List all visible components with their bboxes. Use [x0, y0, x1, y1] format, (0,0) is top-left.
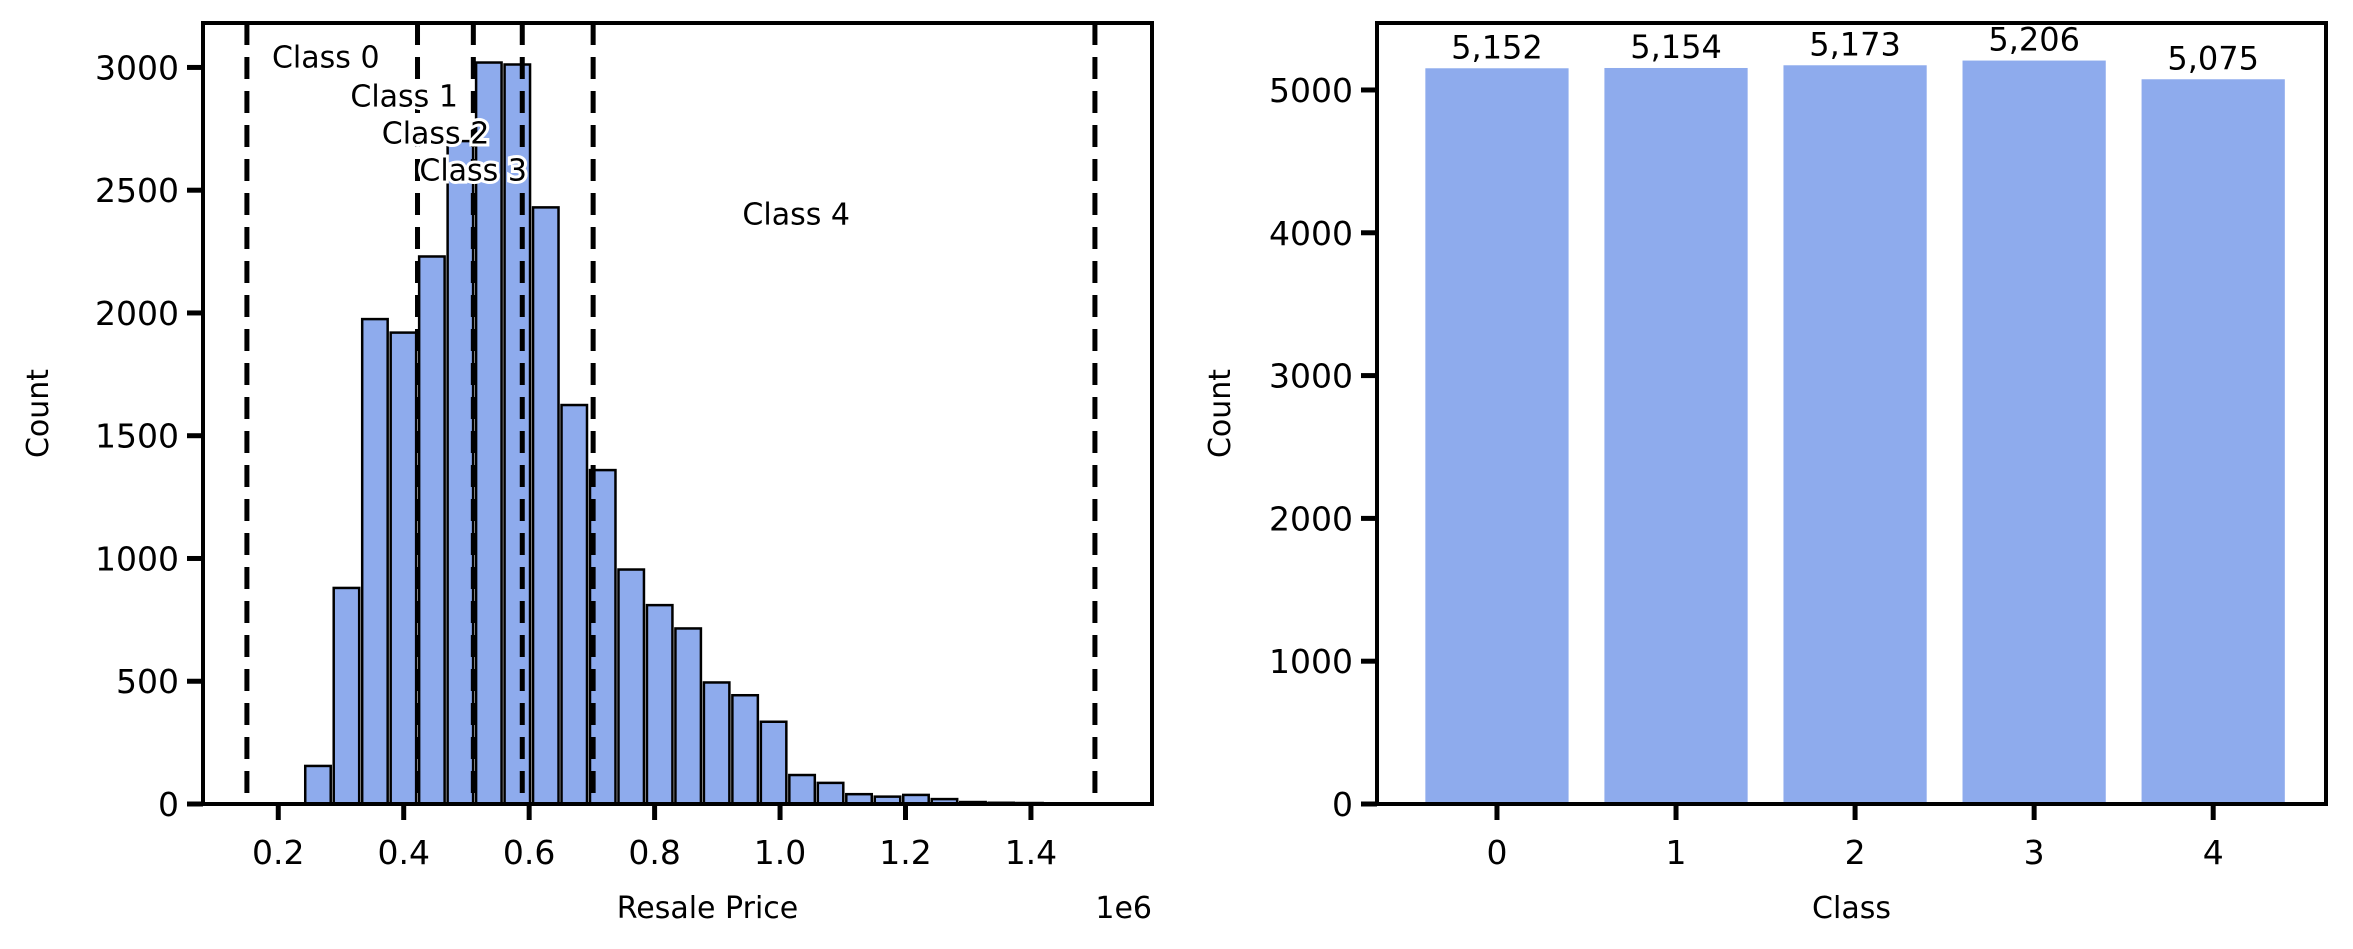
histogram-bar [617, 568, 646, 806]
histogram-bar [417, 255, 446, 806]
y-tick-label: 0 [158, 785, 179, 824]
class-annotation: Class 1 [350, 80, 458, 115]
class-bar [2141, 79, 2285, 804]
class-bar [1604, 67, 1748, 805]
bar-value-label: 5,075 [2167, 39, 2259, 77]
histogram-bar [531, 206, 560, 806]
histogram-bar [788, 773, 817, 806]
x-tick-label: 2 [1845, 833, 1866, 872]
x-tick-label: 4 [2203, 833, 2224, 872]
x-tick-label: 0.4 [377, 833, 429, 872]
histogram-bar [702, 681, 731, 806]
y-axis-label: Count [1203, 369, 1238, 458]
y-tick-label: 1000 [95, 539, 179, 578]
y-tick-label: 1000 [1269, 642, 1353, 681]
y-tick-label: 0 [1332, 785, 1353, 824]
y-tick-label: 3000 [1269, 357, 1353, 396]
axes-frame [1375, 21, 2328, 806]
y-tick-label: 3000 [95, 48, 179, 87]
histogram-bar [446, 139, 475, 806]
class-count-chart: 5,152 5,154 5,173 5,206 5,075 0 1 2 3 4 0 1000 2000 3… [1203, 21, 2328, 926]
bar-value-label: 5,206 [1988, 21, 2080, 59]
x-tick-label: 1.0 [754, 833, 806, 872]
class-annotation: Class 3 [419, 153, 527, 188]
x-tick-label: 0.2 [252, 833, 304, 872]
x-axis-label: Class [1812, 891, 1891, 926]
class-bar [1783, 65, 1927, 804]
histogram-bar [645, 603, 674, 806]
class-annotation: Class 4 [742, 198, 850, 233]
histogram-bar [674, 627, 703, 806]
x-tick-label: 0.6 [503, 833, 555, 872]
axes-frame [201, 21, 1154, 806]
y-tick-label: 5000 [1269, 71, 1353, 110]
x-tick-label: 0.8 [628, 833, 680, 872]
y-tick-label: 4000 [1269, 214, 1353, 253]
histogram-bar [816, 781, 845, 806]
histogram-bar [303, 764, 332, 806]
histogram-bar [332, 586, 361, 806]
x-tick-label: 1.4 [1005, 833, 1057, 872]
x-tick-label: 0 [1486, 833, 1507, 872]
bar-value-label: 5,173 [1809, 25, 1901, 63]
histogram-bar [389, 331, 418, 806]
x-axis-label: Resale Price [617, 891, 798, 926]
x-tick-label: 3 [2024, 833, 2045, 872]
histogram-bar [759, 720, 788, 806]
y-axis-label: Count [21, 369, 56, 458]
bar-value-label: 5,152 [1451, 28, 1543, 66]
histogram-bar [731, 693, 760, 806]
class-annotation: Class 0 [272, 40, 380, 75]
y-tick-label: 2000 [95, 294, 179, 333]
y-tick-label: 1500 [95, 417, 179, 456]
bar-value-label: 5,154 [1630, 28, 1722, 66]
histogram-bar [360, 317, 389, 806]
x-offset-label: 1e6 [1095, 891, 1152, 926]
y-tick-label: 2500 [95, 171, 179, 210]
x-tick-label: 1 [1666, 833, 1687, 872]
y-tick-label: 2000 [1269, 499, 1353, 538]
y-tick-label: 500 [116, 662, 179, 701]
class-annotation: Class 2 [382, 117, 490, 152]
histogram-bar [560, 403, 589, 806]
class-bar [1962, 60, 2106, 805]
x-tick-label: 1.2 [879, 833, 931, 872]
class-bar [1425, 68, 1569, 804]
